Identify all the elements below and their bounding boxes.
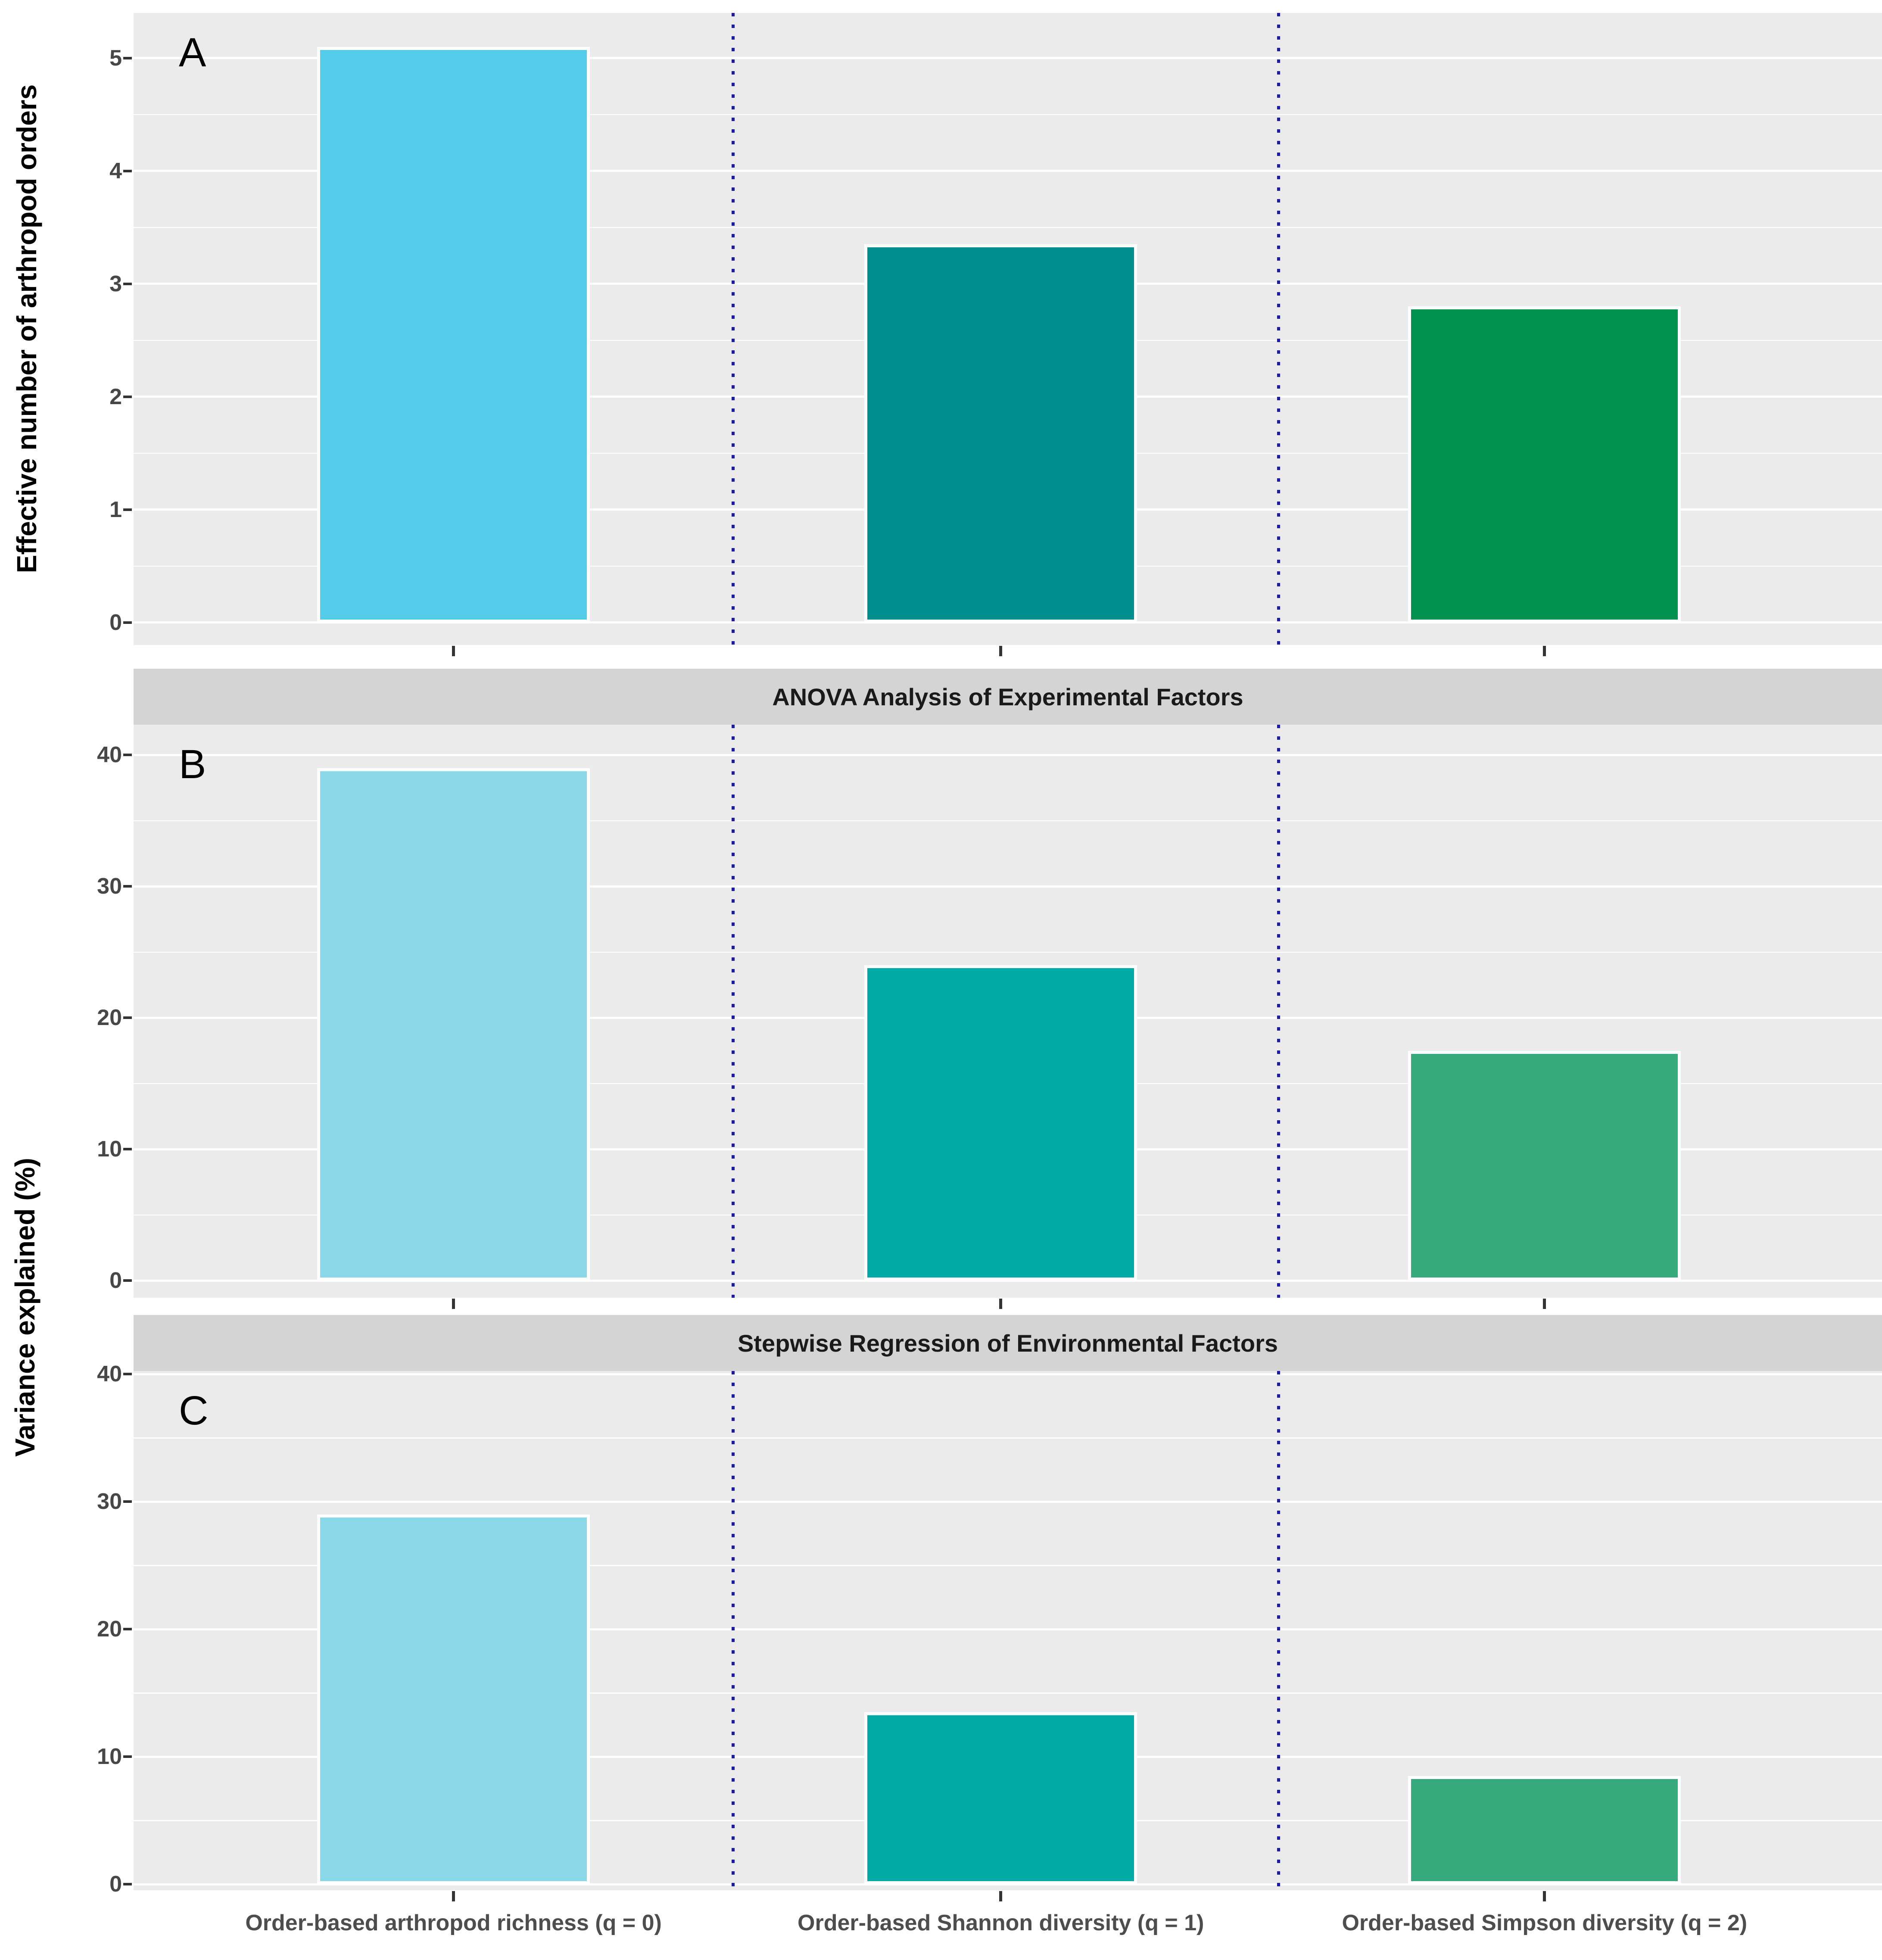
panel-a-area: A bbox=[134, 13, 1882, 645]
bar-panel-a-category-3 bbox=[1408, 306, 1681, 623]
y-tick-mark bbox=[123, 56, 132, 59]
facet-strip-b: ANOVA Analysis of Experimental Factors bbox=[134, 669, 1882, 725]
y-tick-label: 0 bbox=[109, 1872, 122, 1897]
y-tick-label: 20 bbox=[97, 1617, 122, 1642]
y-tick-label: 30 bbox=[97, 874, 122, 899]
x-tick-mark bbox=[1543, 1891, 1546, 1901]
y-tick-mark bbox=[123, 282, 132, 285]
category-separator-dotted-line bbox=[1277, 13, 1281, 645]
facet-strip-title: ANOVA Analysis of Experimental Factors bbox=[772, 683, 1243, 710]
gridline-minor bbox=[134, 820, 1882, 822]
y-tick-label: 20 bbox=[97, 1005, 122, 1031]
panel-label-a: A bbox=[179, 30, 206, 75]
gridline-major bbox=[134, 1500, 1882, 1503]
gridline-minor bbox=[134, 951, 1882, 953]
bar-panel-c-category-2 bbox=[864, 1712, 1137, 1885]
gridline-major bbox=[134, 754, 1882, 756]
facet-strip-title: Stepwise Regression of Environmental Fac… bbox=[737, 1329, 1278, 1357]
facet-strip-c: Stepwise Regression of Environmental Fac… bbox=[134, 1315, 1882, 1371]
gridline-minor bbox=[134, 1565, 1882, 1566]
y-tick-mark bbox=[123, 1883, 132, 1886]
bar-panel-b-category-3 bbox=[1408, 1050, 1681, 1281]
bar-panel-a-category-1 bbox=[317, 47, 590, 623]
gridline-major bbox=[134, 1373, 1882, 1375]
bar-panel-c-category-3 bbox=[1408, 1776, 1681, 1885]
y-tick-label: 10 bbox=[97, 1137, 122, 1162]
x-tick-mark bbox=[452, 1299, 455, 1309]
gridline-major bbox=[134, 1279, 1882, 1282]
y-axis-title-panels-bc: Variance explained (%) bbox=[9, 1158, 41, 1457]
panel-c-area: C bbox=[134, 1371, 1882, 1890]
y-tick-mark bbox=[123, 1755, 132, 1758]
x-tick-mark bbox=[999, 1891, 1003, 1901]
y-tick-label: 0 bbox=[109, 1268, 122, 1293]
y-tick-mark bbox=[123, 1279, 132, 1282]
gridline-minor bbox=[134, 1692, 1882, 1694]
panel-b-area: B bbox=[134, 725, 1882, 1298]
y-tick-label: 0 bbox=[109, 610, 122, 635]
x-tick-mark bbox=[452, 646, 455, 656]
y-axis-title-panel-a: Effective number of arthropod orders bbox=[11, 84, 42, 573]
x-axis-label-category-1: Order-based arthropod richness (q = 0) bbox=[245, 1910, 662, 1935]
gridline-major bbox=[134, 57, 1882, 59]
y-tick-mark bbox=[123, 169, 132, 172]
gridline-major bbox=[134, 1883, 1882, 1885]
gridline-minor bbox=[134, 227, 1882, 228]
category-separator-dotted-line bbox=[1277, 1371, 1281, 1890]
y-tick-mark bbox=[123, 754, 132, 757]
x-tick-mark bbox=[1543, 1299, 1546, 1309]
y-tick-mark bbox=[123, 508, 132, 511]
y-tick-mark bbox=[123, 395, 132, 398]
y-tick-mark bbox=[123, 1016, 132, 1019]
gridline-minor bbox=[134, 1437, 1882, 1439]
y-tick-label: 5 bbox=[109, 45, 122, 71]
y-tick-label: 3 bbox=[109, 271, 122, 296]
y-tick-mark bbox=[123, 1148, 132, 1151]
y-tick-mark bbox=[123, 1373, 132, 1376]
y-tick-label: 4 bbox=[109, 158, 122, 184]
x-tick-mark bbox=[999, 1299, 1003, 1309]
y-tick-label: 40 bbox=[97, 1362, 122, 1387]
y-tick-label: 1 bbox=[109, 497, 122, 522]
category-separator-dotted-line bbox=[732, 725, 735, 1298]
x-tick-mark bbox=[452, 1891, 455, 1901]
gridline-major bbox=[134, 170, 1882, 172]
category-separator-dotted-line bbox=[732, 1371, 735, 1890]
gridline-major bbox=[134, 885, 1882, 888]
bar-panel-c-category-1 bbox=[317, 1514, 590, 1885]
bar-panel-b-category-2 bbox=[864, 965, 1137, 1281]
y-tick-mark bbox=[123, 1500, 132, 1503]
gridline-major bbox=[134, 1628, 1882, 1630]
category-separator-dotted-line bbox=[1277, 725, 1281, 1298]
bar-panel-b-category-1 bbox=[317, 768, 590, 1281]
gridline-major bbox=[134, 621, 1882, 624]
x-tick-mark bbox=[999, 646, 1003, 656]
y-tick-label: 30 bbox=[97, 1489, 122, 1514]
x-axis-label-category-2: Order-based Shannon diversity (q = 1) bbox=[798, 1910, 1204, 1935]
y-tick-label: 10 bbox=[97, 1744, 122, 1770]
x-axis-label-category-3: Order-based Simpson diversity (q = 2) bbox=[1342, 1910, 1748, 1935]
bar-panel-a-category-2 bbox=[864, 244, 1137, 623]
category-separator-dotted-line bbox=[732, 13, 735, 645]
gridline-minor bbox=[134, 114, 1882, 115]
y-tick-mark bbox=[123, 885, 132, 888]
y-tick-mark bbox=[123, 1628, 132, 1631]
panel-label-b: B bbox=[179, 742, 206, 787]
y-tick-mark bbox=[123, 621, 132, 624]
panel-label-c: C bbox=[179, 1388, 209, 1433]
x-tick-mark bbox=[1543, 646, 1546, 656]
y-tick-label: 2 bbox=[109, 384, 122, 409]
y-tick-label: 40 bbox=[97, 742, 122, 768]
